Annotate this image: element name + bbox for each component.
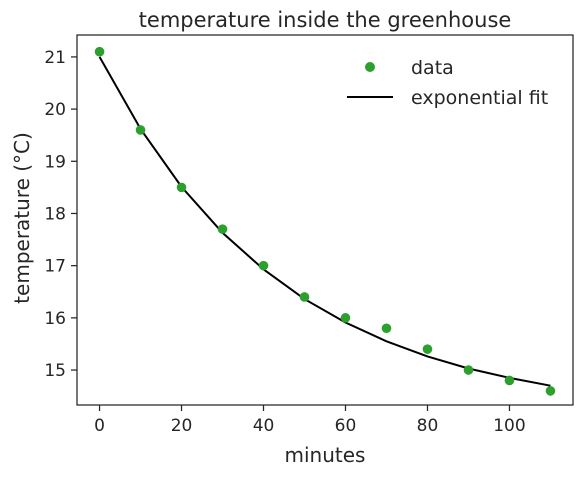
y-tick-label: 17 [44,257,66,277]
fit-line [98,56,551,387]
legend-label-data: data [411,57,454,79]
y-tick-label: 16 [44,309,66,329]
y-axis-label: temperature (°C) [10,132,34,304]
data-point [94,46,105,57]
data-point [545,386,556,396]
x-tick-label: 100 [493,416,525,436]
data-point [258,260,269,271]
y-tick-label: 20 [44,100,66,120]
legend-label-fit: exponential fit [411,87,548,109]
data-point [463,365,474,375]
plot-area: 0 20 40 60 80 100 15 16 17 18 19 20 21 [44,34,574,436]
y-tick-label: 15 [44,361,66,381]
data-point [422,344,433,354]
x-tick-label: 0 [94,416,105,436]
data-point [381,323,392,334]
y-tick-label: 18 [44,204,66,224]
data-point [217,224,228,234]
legend-marker-data [365,62,375,72]
x-tick-label: 80 [417,416,439,436]
y-tick-label: 21 [44,48,66,68]
x-tick-label: 20 [171,416,193,436]
legend: data exponential fit [347,57,548,109]
data-point [504,375,515,386]
chart-title: temperature inside the greenhouse [139,8,512,32]
x-tick-label: 40 [253,416,275,436]
plot-frame [76,34,574,406]
x-axis-label: minutes [285,443,366,467]
data-point [176,182,187,193]
x-tick-label: 60 [335,416,357,436]
data-point [340,313,351,323]
data-point [299,292,310,302]
y-tick-label: 19 [44,152,66,172]
data-point [135,125,146,135]
